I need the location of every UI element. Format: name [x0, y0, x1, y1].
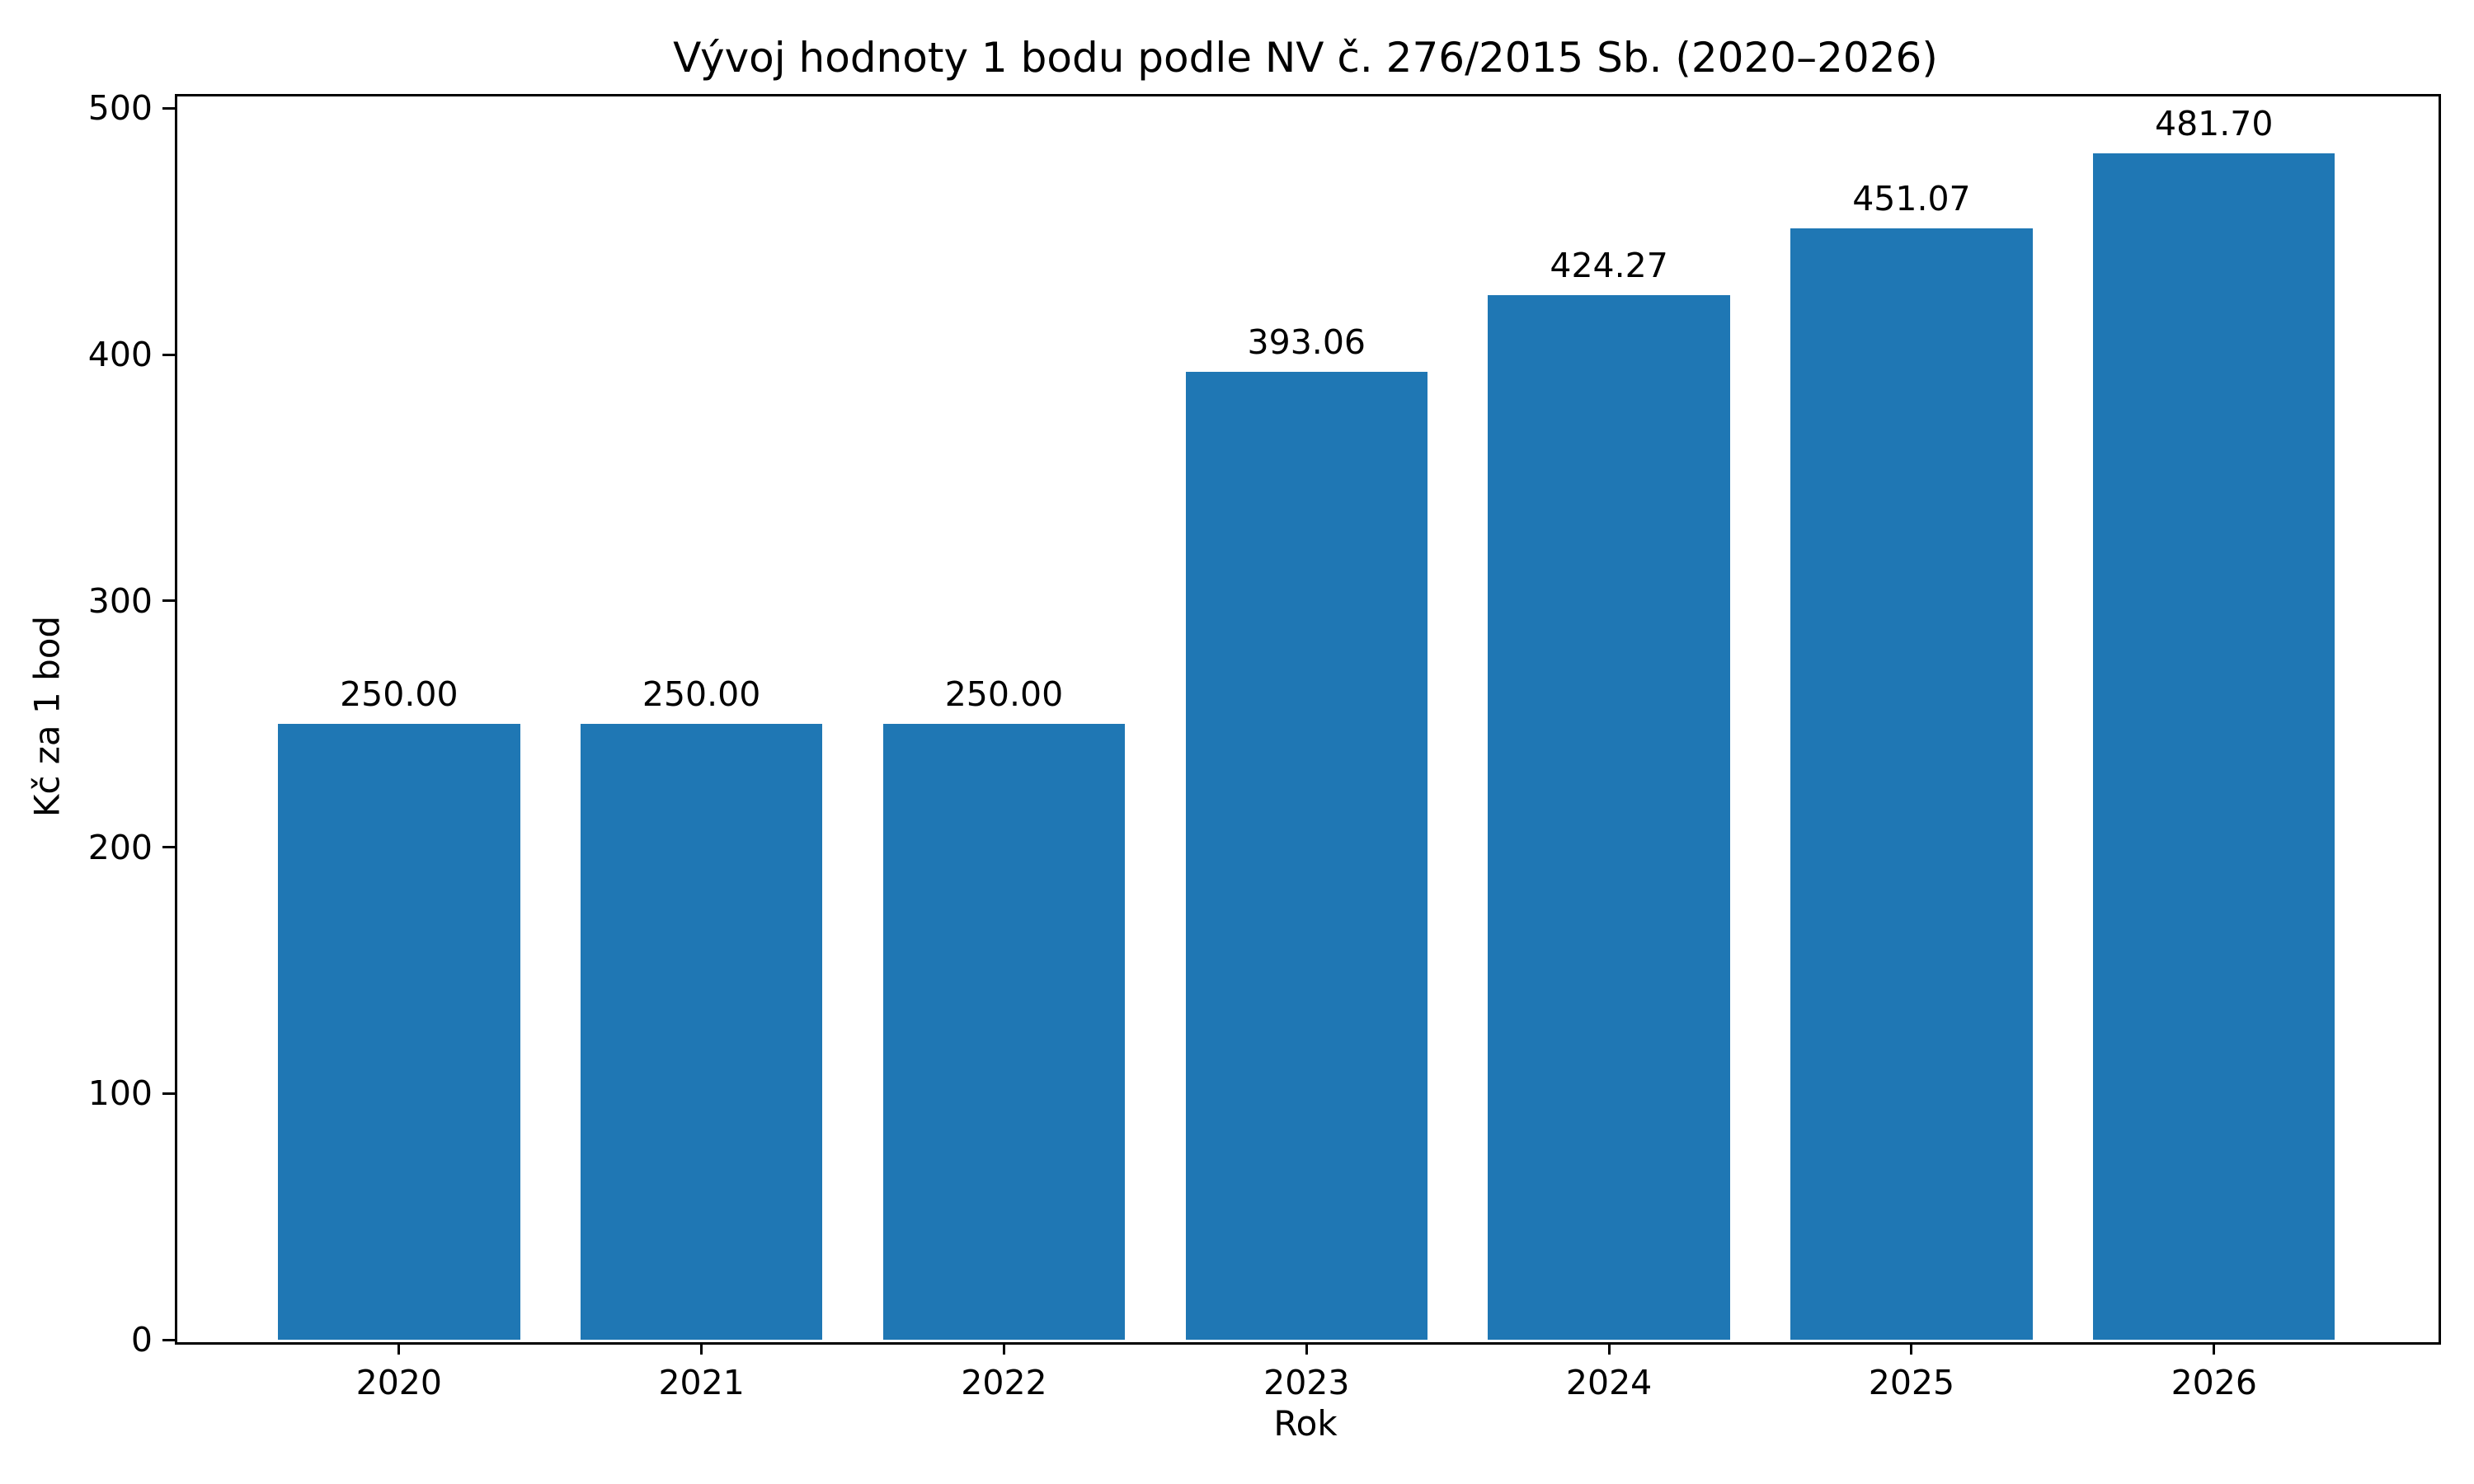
bar-value-label-2023: 393.06 — [1247, 322, 1366, 362]
bar-value-label-2026: 481.70 — [2155, 103, 2274, 143]
x-tick-label-2021: 2021 — [658, 1363, 745, 1402]
y-tick-label-100: 100 — [87, 1073, 153, 1114]
bar-value-label-2022: 250.00 — [944, 674, 1064, 715]
x-tick-mark — [397, 1342, 401, 1355]
x-tick-label-2022: 2022 — [961, 1363, 1047, 1402]
y-tick-label-200: 200 — [87, 827, 153, 867]
x-tick-label-2026: 2026 — [2171, 1363, 2257, 1402]
y-axis-label: Kč za 1 bod — [26, 615, 68, 818]
x-tick-mark — [1002, 1342, 1005, 1355]
bar-value-label-2024: 424.27 — [1550, 245, 1668, 285]
bar-2021 — [580, 724, 823, 1340]
x-tick-mark — [2213, 1342, 2216, 1355]
x-tick-label-2024: 2024 — [1565, 1363, 1653, 1402]
y-tick-mark — [162, 599, 175, 603]
bar-2025 — [1790, 228, 2033, 1340]
x-tick-mark — [1607, 1342, 1611, 1355]
x-tick-label-2020: 2020 — [355, 1363, 442, 1402]
y-tick-mark — [162, 106, 175, 110]
y-tick-mark — [162, 1338, 175, 1341]
y-tick-mark — [162, 1092, 175, 1095]
bar-2024 — [1488, 294, 1730, 1340]
bar-value-label-2025: 451.07 — [1852, 179, 1971, 219]
bar-2020 — [278, 724, 520, 1340]
chart-title: Vývoj hodnoty 1 bodu podle NV č. 276/201… — [673, 34, 1938, 82]
bar-2026 — [2093, 153, 2335, 1340]
y-tick-label-300: 300 — [87, 580, 153, 621]
y-tick-label-400: 400 — [87, 335, 153, 375]
x-tick-mark — [1305, 1342, 1308, 1355]
y-tick-mark — [162, 846, 175, 849]
bar-2023 — [1185, 371, 1427, 1340]
x-tick-mark — [700, 1342, 703, 1355]
y-tick-mark — [162, 353, 175, 356]
y-tick-label-500: 500 — [87, 88, 153, 129]
y-tick-label-0: 0 — [130, 1320, 153, 1360]
x-tick-label-2023: 2023 — [1263, 1363, 1350, 1402]
x-axis-label: Rok — [1273, 1403, 1338, 1444]
bar-value-label-2020: 250.00 — [340, 674, 459, 715]
bar-2022 — [882, 724, 1126, 1340]
x-tick-label-2025: 2025 — [1868, 1363, 1955, 1402]
x-tick-mark — [1910, 1342, 1913, 1355]
bar-value-label-2021: 250.00 — [642, 674, 761, 715]
